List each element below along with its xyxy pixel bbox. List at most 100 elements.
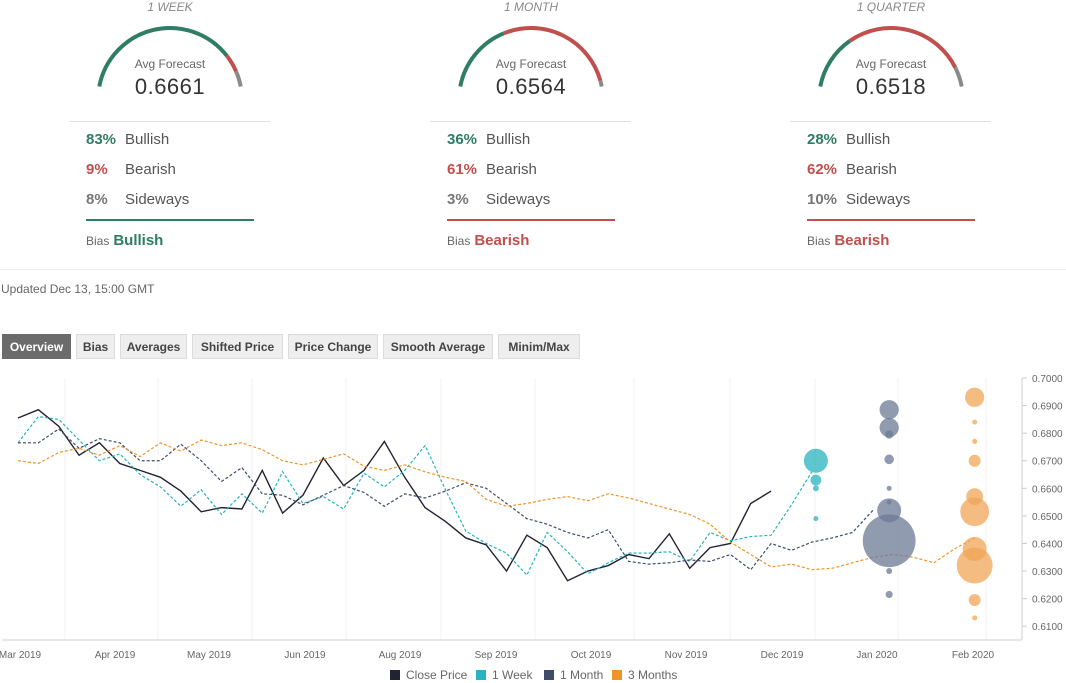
tab-overview[interactable]: Overview [2,334,71,359]
forecast-bubble-3-months [968,594,981,607]
forecast-chart: 0.7000 0.6900 0.6800 0.6700 0.6600 0.6500 0.64… [0,374,1063,661]
forecast-bubble-1-month [885,590,893,599]
period-label: 1 WEEK [147,0,193,14]
bias-underline [86,219,254,221]
y-tick-label: 0.6700 [1032,457,1063,468]
legend-label: 3 Months [628,668,678,682]
forecast-gauge [97,26,243,87]
legend-swatch [544,670,554,680]
x-tick-label: May 2019 [187,650,231,661]
gauge-bullish-arc [458,31,505,87]
forecast-bubble-3-months [972,615,978,621]
x-tick-label: Jun 2019 [284,650,326,661]
bullish-percent: 36% [447,131,478,148]
bearish-label: Bearish [486,161,537,178]
bearish-label: Bearish [846,161,897,178]
tab-smooth-average[interactable]: Smooth Average [383,334,493,359]
sideways-row: 3% Sideways [447,191,627,211]
forecast-bubble-1-month [884,454,894,465]
forecast-bubble-1-month [886,568,893,575]
legend-item-3-months[interactable]: 3 Months [612,668,677,682]
series-line-1-week [17,415,813,577]
tab-price-change[interactable]: Price Change [288,334,378,359]
gauge-sideways-arc [234,70,243,87]
bias-indicator: Bias Bullish [86,232,163,249]
forecast-bubble-3-months [968,454,981,467]
forecast-bubble-1-month [862,514,916,568]
avg-forecast-label: Avg Forecast [495,57,567,71]
forecast-bubble-3-months [972,419,978,425]
bullish-label: Bullish [125,131,170,148]
sideways-percent: 8% [86,191,108,208]
legend-item-1-month[interactable]: 1 Month [544,668,603,682]
bias-value: Bullish [113,232,164,249]
bullish-row: 28% Bullish [807,131,987,151]
x-tick-label: Dec 2019 [761,650,804,661]
forecast-bubble-3-months [965,387,985,407]
sideways-percent: 10% [807,191,838,208]
forecast-bubble-1-week [813,516,819,522]
legend-label: 1 Month [560,668,604,682]
bearish-percent: 62% [807,161,838,178]
bearish-label: Bearish [125,161,176,178]
gauge-bullish-arc [818,39,852,87]
x-tick-label: Feb 2020 [952,650,995,661]
sideways-row: 8% Sideways [86,191,266,211]
x-tick-label: Oct 2019 [571,650,612,661]
bearish-row: 9% Bearish [86,161,266,181]
forecast-bubble-3-months [956,547,993,584]
x-tick-label: Apr 2019 [95,650,136,661]
panel-divider [790,121,991,122]
gauge-sideways-arc [598,80,604,87]
bullish-percent: 28% [807,131,838,148]
bias-label: Bias [447,234,471,248]
gauge-bullish-arc [97,26,229,87]
gauge-sideways-arc [953,66,964,87]
y-tick-label: 0.7000 [1032,374,1063,385]
y-tick-label: 0.6600 [1032,484,1063,495]
bearish-percent: 9% [86,161,108,178]
avg-forecast-value: 0.6518 [855,74,927,99]
x-tick-label: Sep 2019 [475,650,518,661]
legend-item-close-price[interactable]: Close Price [390,668,467,682]
period-label: 1 QUARTER [856,0,926,14]
bullish-row: 83% Bullish [86,131,266,151]
section-divider [0,269,1066,270]
forecast-gauge [458,26,604,87]
y-tick-label: 0.6400 [1032,539,1063,550]
legend-label: Close Price [406,668,468,682]
legend-item-1-week[interactable]: 1 Week [476,668,532,682]
avg-forecast-value: 0.6661 [134,74,206,99]
forecast-bubble-3-months [972,438,978,444]
x-tick-label: Jan 2020 [856,650,898,661]
bias-value: Bearish [474,232,530,249]
bias-label: Bias [807,234,831,248]
avg-forecast-label: Avg Forecast [134,57,206,71]
tab-minim-max[interactable]: Minim/Max [498,334,580,359]
bullish-percent: 83% [86,131,117,148]
sideways-label: Sideways [846,191,911,208]
forecast-bubble-1-week [810,474,822,486]
tab-shifted-price[interactable]: Shifted Price [192,334,283,359]
y-tick-label: 0.6800 [1032,429,1063,440]
forecast-gauge [818,26,964,87]
bearish-row: 61% Bearish [447,161,627,181]
bias-label: Bias [86,234,110,248]
forecast-bubble-1-week [812,485,819,492]
avg-forecast-label: Avg Forecast [855,57,927,71]
y-tick-label: 0.6100 [1032,622,1063,633]
tab-bias[interactable]: Bias [76,334,115,359]
forecast-bubble-1-month [879,400,899,420]
tab-averages[interactable]: Averages [120,334,187,359]
series-line-close-price [17,408,772,582]
forecast-bubble-1-month [884,430,894,439]
x-tick-label: Mar 2019 [0,650,42,661]
y-tick-label: 0.6200 [1032,595,1063,606]
bias-indicator: Bias Bearish [807,232,889,249]
updated-timestamp: Updated Dec 13, 15:00 GMT [1,282,155,296]
series-line-3-months [17,439,975,571]
period-label: 1 MONTH [504,0,558,14]
bullish-label: Bullish [486,131,531,148]
legend-swatch [390,670,400,680]
legend-label: 1 Week [492,668,533,682]
